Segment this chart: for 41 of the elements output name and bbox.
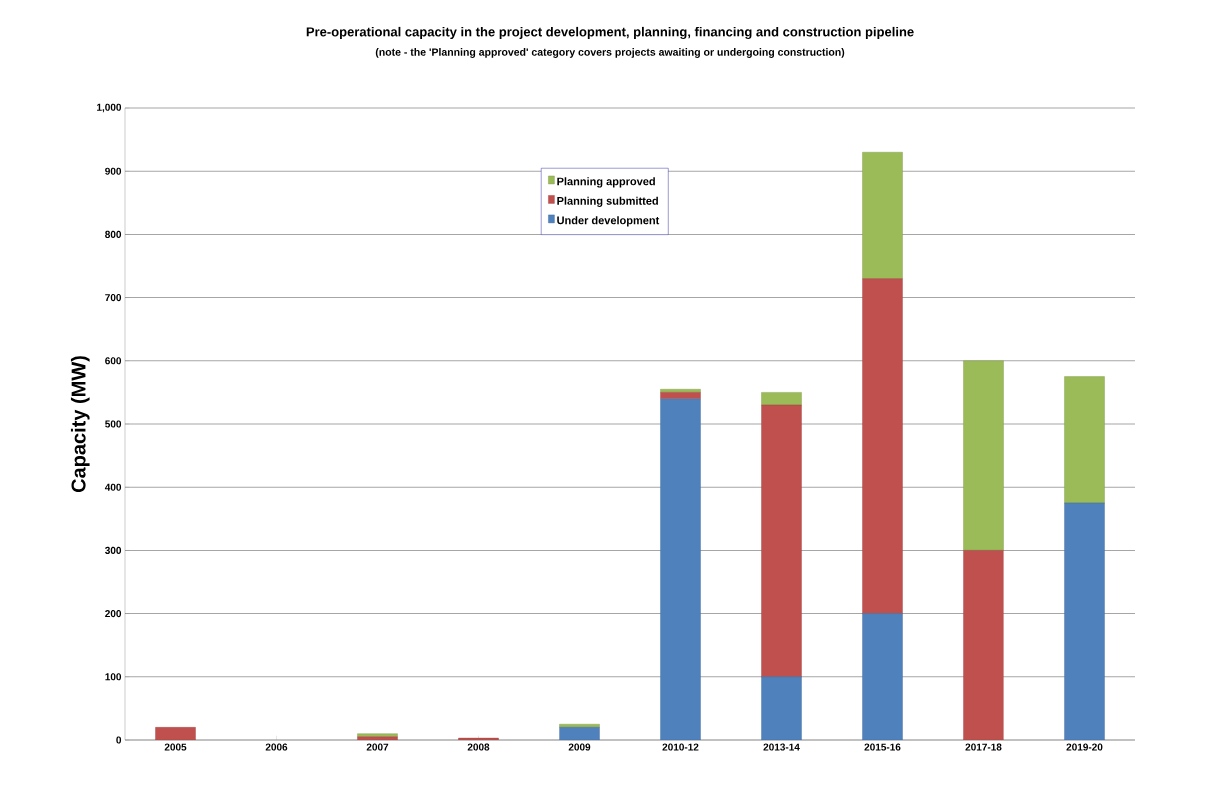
- x-tick-label: 2017-18: [965, 743, 1002, 751]
- bar: [761, 404, 802, 677]
- y-axis-title: Capacity (MW): [70, 356, 90, 493]
- bar: [862, 152, 903, 279]
- x-tick-label: 2009: [568, 743, 591, 751]
- y-tick-label: 600: [105, 357, 122, 365]
- bar: [1064, 502, 1105, 740]
- x-tick-label: 2013-14: [763, 743, 800, 751]
- bar: [660, 398, 701, 740]
- bar: [963, 550, 1004, 740]
- bar: [761, 392, 802, 406]
- x-tick-label: 2008: [467, 743, 490, 751]
- bar: [155, 727, 196, 740]
- bar: [862, 278, 903, 614]
- chart-subtitle: (note - the 'Planning approved' category covers projects awaiting or undergoing construction): [375, 48, 845, 58]
- y-tick-label: 700: [105, 294, 122, 302]
- x-tick-label: 2005: [164, 743, 187, 751]
- y-tick-label: 400: [104, 483, 122, 491]
- y-tick-label: 800: [105, 230, 122, 238]
- bar: [761, 676, 802, 740]
- y-tick-label: 1,000: [97, 103, 122, 113]
- legend-label: Planning submitted: [557, 196, 658, 208]
- chart-title: Pre-operational capacity in the project development, planning, financing and construction pipeline: [306, 26, 914, 40]
- legend-label: Planning approved: [557, 177, 655, 188]
- y-tick-label: 900: [105, 167, 122, 175]
- bar: [559, 727, 600, 740]
- bar: [963, 360, 1004, 551]
- legend-label: Under development: [557, 216, 660, 227]
- y-tick-label: 200: [105, 610, 122, 618]
- x-tick-label: 2015-16: [864, 743, 901, 751]
- y-tick-label: 300: [105, 546, 122, 554]
- y-tick-label: 500: [105, 420, 122, 428]
- bar: [660, 392, 701, 399]
- y-tick-label: 0: [116, 736, 122, 744]
- x-tick-label: 2006: [265, 743, 288, 751]
- x-tick-label: 2019-20: [1066, 743, 1103, 751]
- bar: [1064, 376, 1105, 504]
- x-tick-label: 2010-12: [662, 743, 699, 751]
- bar: [862, 613, 903, 740]
- x-tick-label: 2007: [366, 743, 389, 751]
- y-tick-label: 100: [105, 673, 122, 681]
